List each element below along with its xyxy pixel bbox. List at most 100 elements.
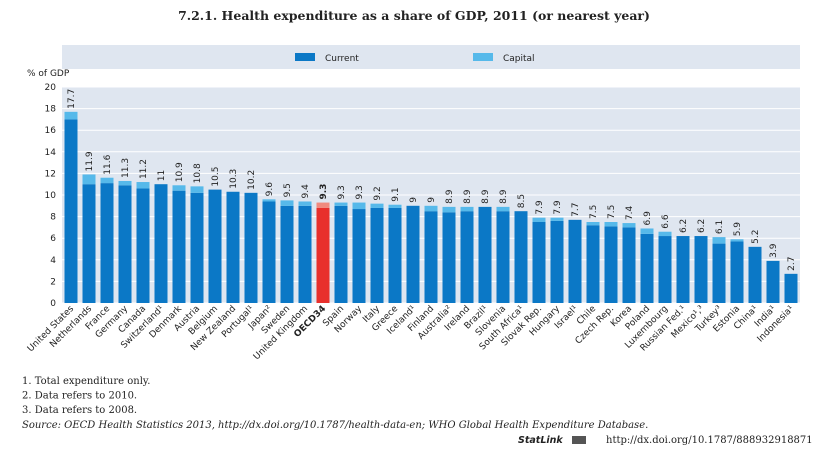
legend-label: Current <box>325 54 359 64</box>
bar-segment <box>712 243 726 303</box>
bar-segment <box>442 206 456 213</box>
source: Source: OECD Health Statistics 2013, htt… <box>22 420 648 431</box>
value-label: 3.9 <box>769 243 779 258</box>
value-label: 8.9 <box>481 189 491 204</box>
bar-segment <box>280 205 294 303</box>
value-label: 7.5 <box>607 205 617 219</box>
legend-swatch <box>473 53 493 61</box>
value-label: 11.3 <box>121 158 131 178</box>
bar-segment <box>244 192 258 303</box>
y-tick-label: 10 <box>45 191 57 201</box>
value-label: 9 <box>409 197 419 203</box>
y-tick-label: 4 <box>50 256 56 266</box>
bar-segment <box>496 206 510 212</box>
bar-segment <box>424 205 438 212</box>
footnote: 2. Data refers to 2010. <box>22 391 137 402</box>
bar-segment <box>532 217 546 222</box>
value-label: 8.5 <box>517 194 527 208</box>
value-label: 9.2 <box>373 186 383 200</box>
value-label: 6.2 <box>679 219 689 233</box>
value-label: 6.9 <box>643 211 653 226</box>
y-tick-label: 18 <box>45 105 57 115</box>
value-label: 5.2 <box>751 230 761 244</box>
value-label: 9.1 <box>391 187 401 201</box>
bar-segment <box>352 209 366 303</box>
value-label: 9.6 <box>265 182 275 197</box>
bar-segment <box>64 111 78 120</box>
bar-segment <box>406 205 420 303</box>
y-tick-label: 8 <box>50 213 56 223</box>
bar-segment <box>496 211 510 303</box>
value-label: 11.2 <box>139 159 149 179</box>
value-label: 9.3 <box>355 185 365 199</box>
bar-segment <box>766 260 780 303</box>
bar-segment <box>424 211 438 303</box>
value-label: 6.2 <box>697 219 707 233</box>
value-label: 7.7 <box>571 203 581 217</box>
legend-background <box>62 45 800 69</box>
value-label: 5.9 <box>733 222 743 237</box>
bar-segment <box>64 119 78 304</box>
value-label: 9.5 <box>283 183 293 197</box>
value-label: 9.3 <box>319 184 329 200</box>
value-label: 8.9 <box>499 189 509 204</box>
value-label: 7.5 <box>589 205 599 219</box>
value-label: 9.3 <box>337 185 347 199</box>
bar-segment <box>316 202 330 208</box>
bar-segment <box>460 206 474 212</box>
bar-segment <box>730 241 744 303</box>
y-tick-label: 0 <box>50 299 56 309</box>
value-label: 7.4 <box>625 205 635 220</box>
value-label: 10.8 <box>193 163 203 183</box>
bar-segment <box>136 182 150 189</box>
bar-segment <box>676 236 690 303</box>
bar-segment <box>586 225 600 303</box>
y-tick-label: 6 <box>50 234 56 244</box>
bar-segment <box>748 246 762 303</box>
y-tick-label: 16 <box>45 126 57 136</box>
value-label: 7.9 <box>553 200 563 215</box>
bar-segment <box>640 228 654 234</box>
bar-segment <box>82 184 96 303</box>
bar-segment <box>784 273 798 303</box>
value-label: 10.9 <box>175 162 185 182</box>
bar-segment <box>370 207 384 303</box>
bar-segment <box>190 186 204 193</box>
bar-segment <box>154 184 168 303</box>
y-tick-label: 12 <box>45 169 56 179</box>
bar-segment <box>460 211 474 303</box>
legend-swatch <box>295 53 315 61</box>
value-label: 6.6 <box>661 214 671 229</box>
bar-segment <box>514 211 528 303</box>
value-label: 2.7 <box>787 257 797 271</box>
bar-segment <box>136 188 150 303</box>
bar-segment <box>172 185 186 191</box>
bar-segment <box>226 191 240 303</box>
legend-label: Capital <box>503 54 535 64</box>
bar-segment <box>694 236 708 303</box>
footnote: 3. Data refers to 2008. <box>22 405 137 416</box>
bar-segment <box>640 233 654 303</box>
bar-segment <box>370 203 384 208</box>
value-label: 10.3 <box>229 169 239 189</box>
value-label: 11.6 <box>103 154 113 174</box>
bar-segment <box>316 207 330 303</box>
bar-segment <box>100 177 114 184</box>
bar-segment <box>334 202 348 206</box>
bar-segment <box>550 217 564 221</box>
bar-segment <box>388 204 402 208</box>
bar-segment <box>658 236 672 303</box>
bar-segment <box>586 222 600 226</box>
value-label: 8.9 <box>463 189 473 204</box>
value-label: 17.7 <box>67 89 77 109</box>
bar-segment <box>442 212 456 303</box>
value-label: 8.9 <box>445 189 455 204</box>
bar-segment <box>532 222 546 303</box>
bar-segment <box>568 219 582 303</box>
bar-segment <box>172 190 186 303</box>
bar-segment <box>658 231 672 237</box>
notes: 1. Total expenditure only. 2. Data refers… <box>22 376 150 416</box>
statlink-url: http://dx.doi.org/10.1787/888932918871 <box>606 435 813 446</box>
bar-segment <box>262 201 276 303</box>
bar-segment <box>118 180 132 186</box>
